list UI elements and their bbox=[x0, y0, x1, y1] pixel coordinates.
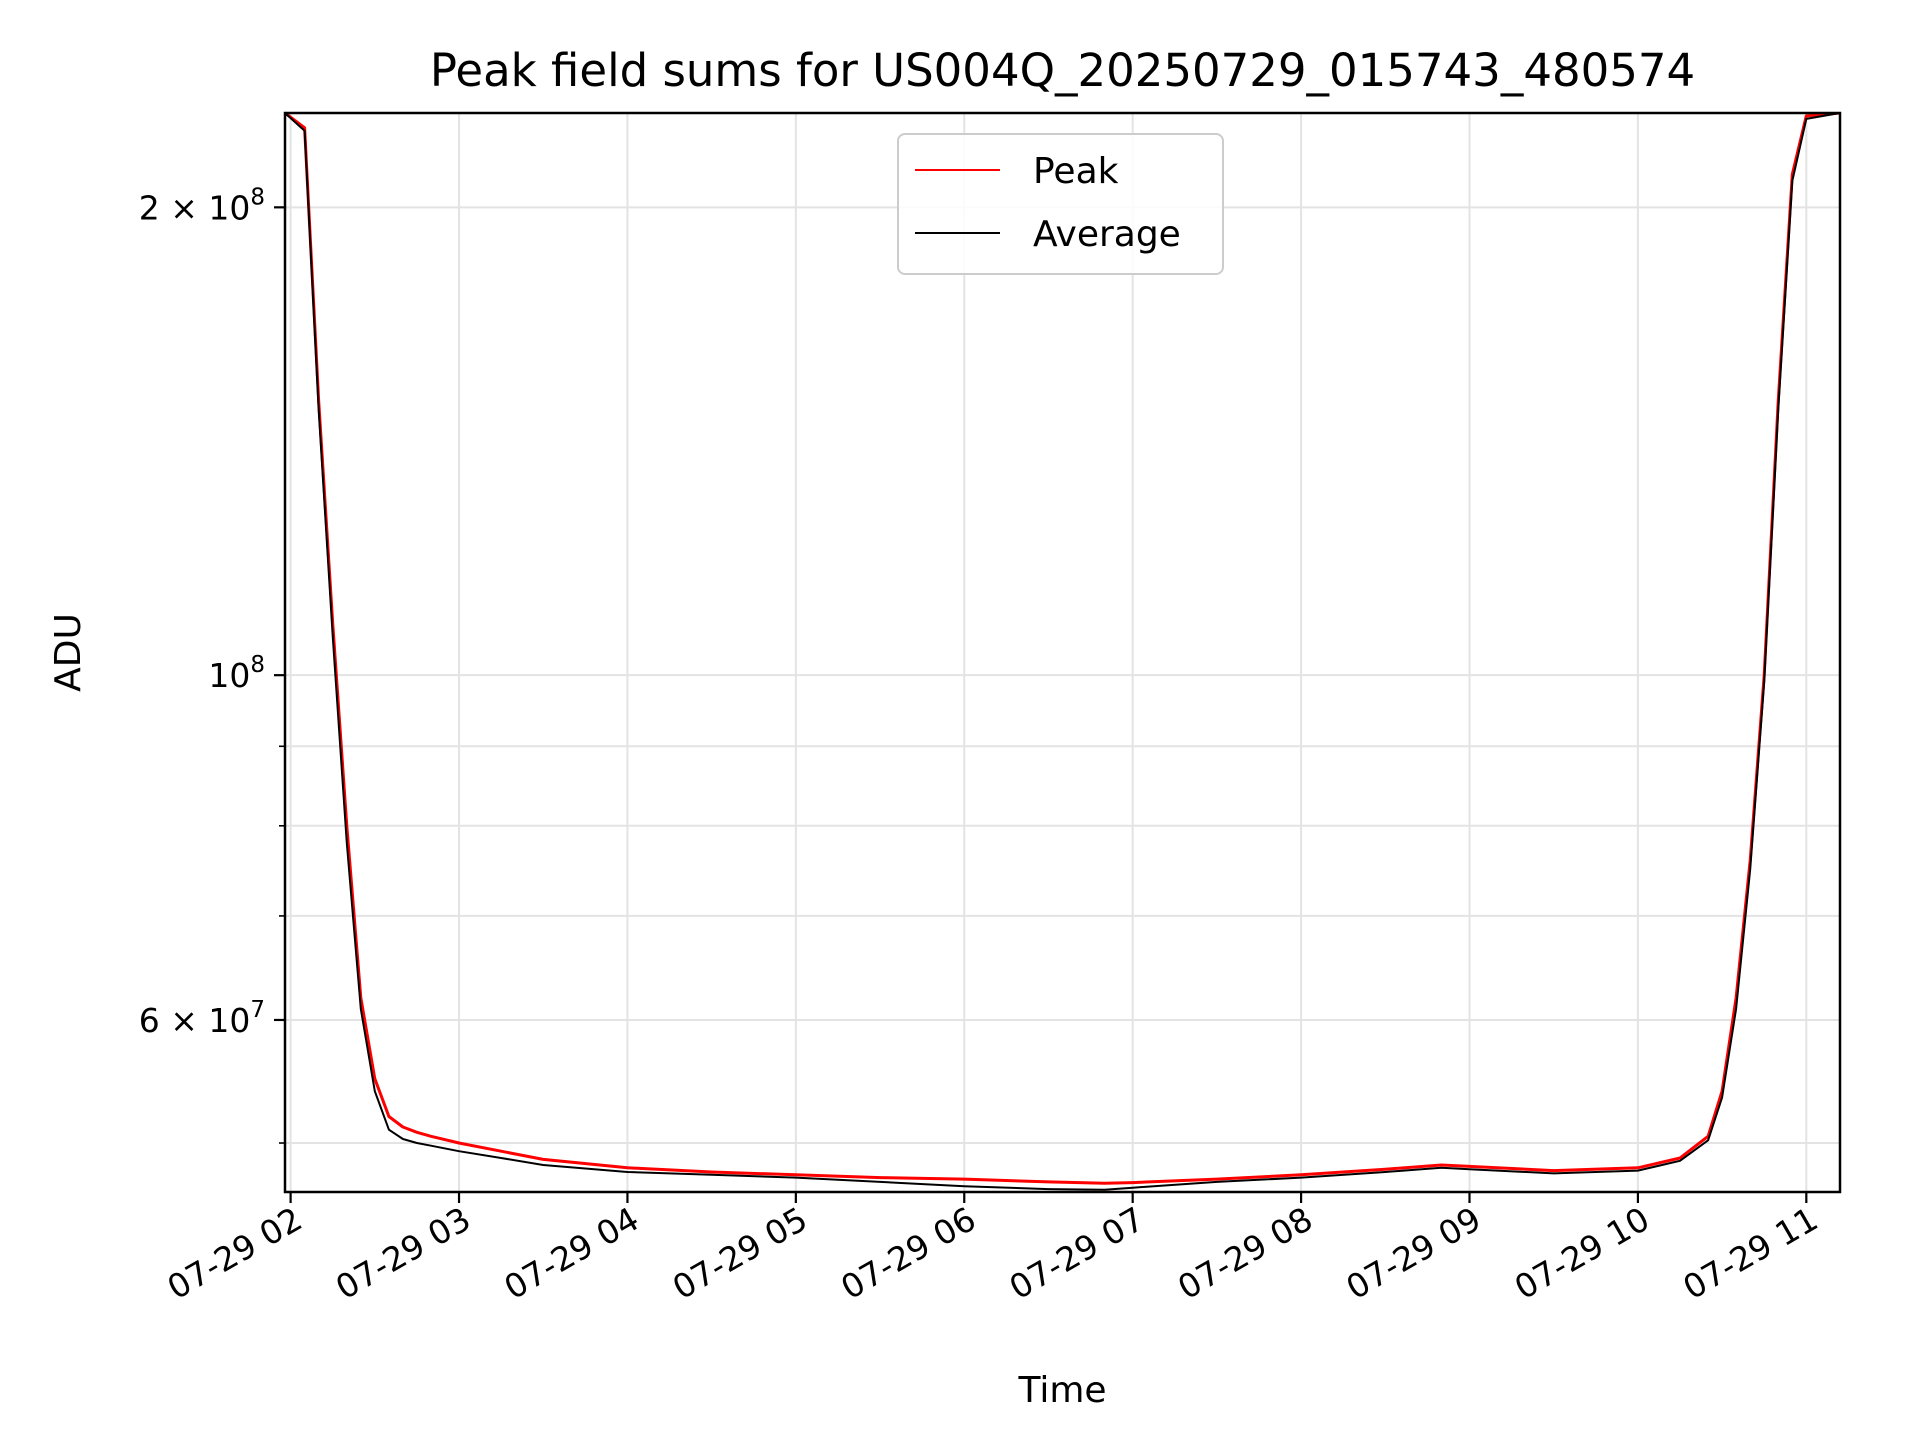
axes-frame bbox=[283, 111, 1842, 1194]
y-axis-label: ADU bbox=[48, 613, 89, 692]
legend-label-average: Average bbox=[1033, 214, 1181, 255]
y-tick-label: 2 × 108 bbox=[139, 184, 265, 227]
series-line-peak bbox=[285, 113, 1840, 1185]
y-tick-label: 6 × 107 bbox=[139, 997, 265, 1040]
legend-label-peak: Peak bbox=[1033, 151, 1119, 192]
y-tick-label: 108 bbox=[208, 652, 265, 695]
legend: Peak Average bbox=[897, 133, 1224, 275]
grid-layer bbox=[285, 113, 1840, 1192]
chart-title: Peak field sums for US004Q_20250729_0157… bbox=[430, 44, 1695, 97]
data-layer bbox=[285, 113, 1840, 1191]
x-axis-label: Time bbox=[1017, 1370, 1106, 1411]
series-line-average bbox=[285, 113, 1840, 1191]
